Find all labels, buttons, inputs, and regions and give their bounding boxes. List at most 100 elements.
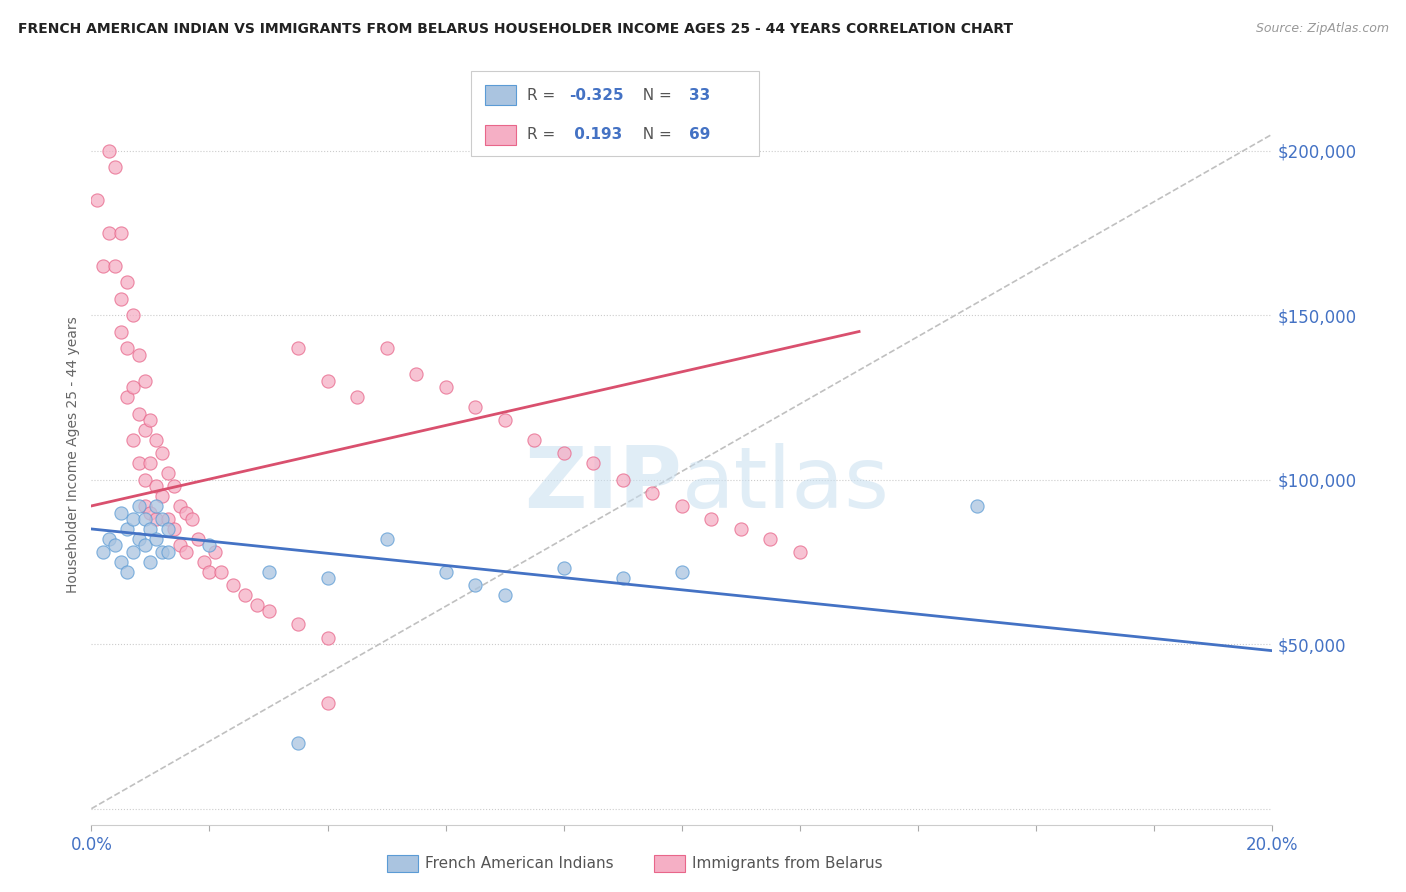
Point <box>128 347 150 361</box>
Point <box>91 259 114 273</box>
Point <box>110 555 132 569</box>
Point <box>730 522 752 536</box>
Point <box>98 226 121 240</box>
Text: R =: R = <box>527 87 561 103</box>
Point <box>612 571 634 585</box>
Point <box>759 532 782 546</box>
Point <box>115 275 138 289</box>
Point <box>316 571 339 585</box>
Point <box>110 292 132 306</box>
Point <box>110 226 132 240</box>
Point <box>98 532 121 546</box>
Point <box>128 499 150 513</box>
Point <box>553 561 575 575</box>
Text: -0.325: -0.325 <box>569 87 624 103</box>
Point <box>464 401 486 415</box>
Point <box>121 545 143 559</box>
Point <box>233 588 256 602</box>
Point <box>134 473 156 487</box>
Point <box>434 565 457 579</box>
Point <box>346 390 368 404</box>
Point <box>198 565 221 579</box>
Text: French American Indians: French American Indians <box>425 856 613 871</box>
Point <box>150 545 173 559</box>
Point <box>110 325 132 339</box>
Point <box>139 413 162 427</box>
Text: 33: 33 <box>689 87 710 103</box>
Point <box>169 538 191 552</box>
Point <box>257 565 280 579</box>
Point <box>150 512 173 526</box>
Text: 69: 69 <box>689 128 710 143</box>
Point <box>163 522 186 536</box>
Point <box>121 433 143 447</box>
Point <box>246 598 269 612</box>
Point <box>98 144 121 158</box>
Point <box>128 532 150 546</box>
Point <box>180 512 202 526</box>
Point <box>405 368 427 382</box>
Point <box>157 522 180 536</box>
Point <box>121 308 143 322</box>
Y-axis label: Householder Income Ages 25 - 44 years: Householder Income Ages 25 - 44 years <box>66 317 80 593</box>
Point <box>287 341 309 355</box>
Point <box>198 538 221 552</box>
Point <box>700 512 723 526</box>
Point <box>582 456 605 470</box>
Point <box>115 390 138 404</box>
Point <box>134 538 156 552</box>
Point <box>494 588 516 602</box>
Point <box>104 259 127 273</box>
Point <box>209 565 232 579</box>
Text: atlas: atlas <box>682 443 890 526</box>
Point <box>375 341 398 355</box>
Point <box>139 506 162 520</box>
Point <box>139 522 162 536</box>
Point <box>157 512 180 526</box>
Text: FRENCH AMERICAN INDIAN VS IMMIGRANTS FROM BELARUS HOUSEHOLDER INCOME AGES 25 - 4: FRENCH AMERICAN INDIAN VS IMMIGRANTS FRO… <box>18 22 1014 37</box>
Point <box>134 423 156 437</box>
Point <box>145 512 167 526</box>
Text: 0.193: 0.193 <box>569 128 623 143</box>
Point <box>115 341 138 355</box>
Point <box>110 506 132 520</box>
Point <box>139 456 162 470</box>
Point <box>104 538 127 552</box>
Point <box>121 512 143 526</box>
Point <box>204 545 226 559</box>
Point <box>134 512 156 526</box>
Point <box>145 499 167 513</box>
Text: Source: ZipAtlas.com: Source: ZipAtlas.com <box>1256 22 1389 36</box>
Point <box>523 433 546 447</box>
Point <box>222 578 245 592</box>
Point <box>104 160 127 174</box>
Point <box>287 736 309 750</box>
Point <box>91 545 114 559</box>
Point <box>145 433 167 447</box>
Point <box>115 565 138 579</box>
Point <box>128 456 150 470</box>
Point <box>464 578 486 592</box>
Point <box>157 466 180 480</box>
Point <box>174 506 197 520</box>
Point <box>157 545 180 559</box>
Point <box>145 532 167 546</box>
Text: R =: R = <box>527 128 561 143</box>
Point <box>115 522 138 536</box>
Point <box>150 489 173 503</box>
Point <box>316 697 339 711</box>
Text: Immigrants from Belarus: Immigrants from Belarus <box>692 856 883 871</box>
Point <box>316 631 339 645</box>
Point <box>671 565 693 579</box>
Point <box>187 532 209 546</box>
Point <box>966 499 988 513</box>
Point <box>193 555 215 569</box>
Point <box>553 446 575 460</box>
Point <box>789 545 811 559</box>
Point <box>163 479 186 493</box>
Point <box>434 380 457 394</box>
Point <box>174 545 197 559</box>
Point <box>121 380 143 394</box>
Point <box>287 617 309 632</box>
Point <box>145 479 167 493</box>
